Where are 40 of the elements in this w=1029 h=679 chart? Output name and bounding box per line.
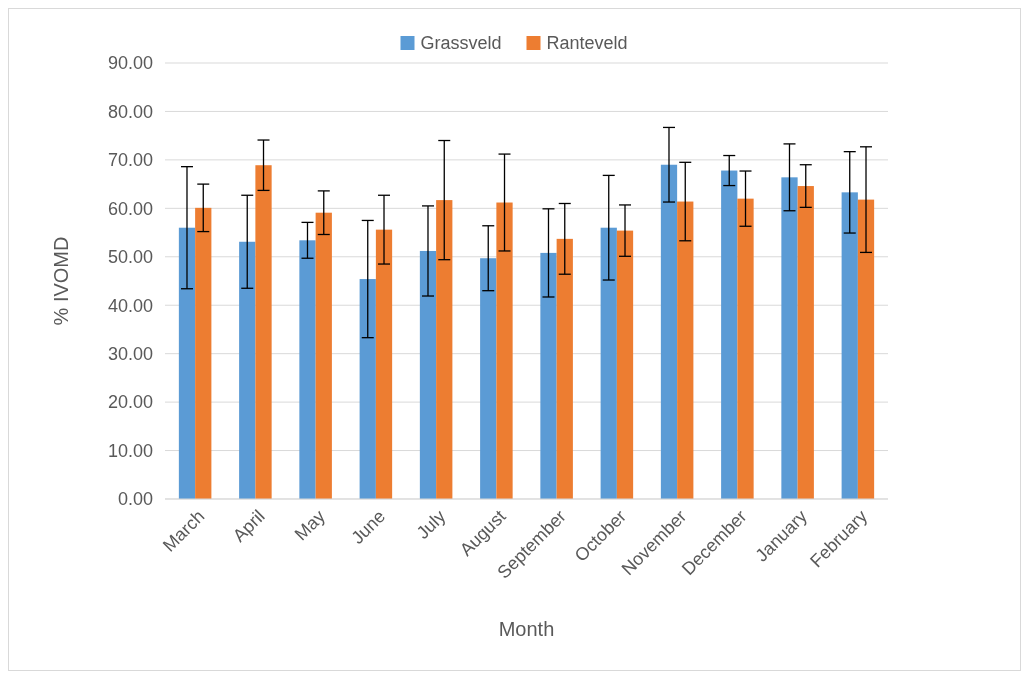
bar <box>857 199 875 499</box>
bar <box>600 227 617 499</box>
bar <box>359 279 376 499</box>
bar <box>660 164 678 499</box>
x-tick-label: May <box>290 506 329 545</box>
bar <box>255 165 272 499</box>
bar <box>239 241 256 499</box>
y-tick-label: 40.00 <box>107 295 153 316</box>
bar <box>677 201 694 499</box>
bar <box>436 200 453 499</box>
y-tick-label: 10.00 <box>107 440 153 461</box>
y-tick-label: 70.00 <box>107 150 153 171</box>
legend-label: Ranteveld <box>546 33 628 54</box>
bar <box>315 212 332 499</box>
bar <box>721 170 738 499</box>
bar <box>299 240 316 499</box>
y-tick-label: 60.00 <box>107 198 153 219</box>
y-tick-label: 20.00 <box>107 392 153 413</box>
y-tick-label: 50.00 <box>107 247 153 268</box>
bar <box>195 207 212 499</box>
y-tick-label: 80.00 <box>107 101 153 122</box>
y-axis-title: % IVOMD <box>50 236 72 326</box>
bar <box>178 227 196 499</box>
bar <box>540 252 557 499</box>
y-tick-label: 0.00 <box>117 489 153 510</box>
bar <box>737 198 754 499</box>
bar <box>616 230 634 499</box>
bar <box>797 186 814 499</box>
x-axis-title: Month <box>498 618 555 640</box>
bar <box>781 177 798 499</box>
bar <box>556 238 573 499</box>
bar <box>496 202 513 499</box>
y-tick-label: 90.00 <box>107 53 153 74</box>
bar <box>841 192 858 499</box>
legend-label: Grassveld <box>420 33 502 54</box>
bar <box>419 250 437 499</box>
bar <box>480 258 497 499</box>
x-tick-label: July <box>412 506 450 543</box>
bar <box>375 229 393 499</box>
y-tick-label: 30.00 <box>107 343 153 364</box>
